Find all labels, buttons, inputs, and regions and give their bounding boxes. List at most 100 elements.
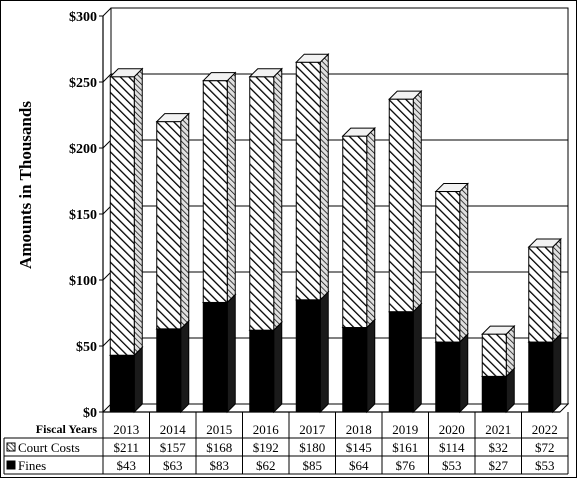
bar-top-face bbox=[388, 90, 423, 100]
table-category-label: 2017 bbox=[299, 422, 326, 437]
legend-series-name: Court Costs bbox=[18, 440, 80, 455]
gridline-diag bbox=[102, 139, 112, 149]
bar-court-costs bbox=[155, 112, 190, 331]
table-category-label: 2018 bbox=[346, 422, 372, 437]
table-value-label: $145 bbox=[346, 440, 372, 455]
table-value-label: $72 bbox=[535, 440, 555, 455]
table-category-label: 2015 bbox=[206, 422, 232, 437]
y-tick-label: $200 bbox=[69, 142, 97, 157]
table-value-label: $85 bbox=[303, 458, 323, 473]
bar-front-face bbox=[295, 299, 321, 413]
bar-front-face bbox=[156, 121, 182, 330]
bar-court-costs bbox=[341, 126, 376, 329]
bar-side-face bbox=[226, 293, 236, 414]
legend-swatch bbox=[6, 460, 16, 470]
table-value-label: $211 bbox=[113, 440, 139, 455]
bar-fines bbox=[341, 318, 376, 414]
bar-court-costs bbox=[248, 67, 283, 332]
bar-side-face bbox=[459, 182, 469, 344]
table-value-label: $63 bbox=[163, 458, 183, 473]
y-tick-label: $150 bbox=[69, 208, 97, 223]
bar-court-costs bbox=[388, 89, 423, 313]
table-value-label: $64 bbox=[349, 458, 369, 473]
table-category-label: 2021 bbox=[485, 422, 511, 437]
bar-fines bbox=[527, 332, 562, 414]
table-category-label: 2020 bbox=[439, 422, 465, 437]
table-category-label: 2019 bbox=[392, 422, 418, 437]
bar-front-face bbox=[109, 354, 135, 413]
bar-top-face bbox=[481, 325, 516, 335]
bar-front-face bbox=[109, 76, 135, 356]
y-tick-label: $100 bbox=[69, 274, 97, 289]
bar-front-face bbox=[202, 301, 228, 413]
bar-side-face bbox=[412, 89, 422, 313]
bars bbox=[109, 52, 562, 414]
bar-fines bbox=[388, 302, 423, 414]
bar-front-face bbox=[202, 80, 228, 303]
table-value-label: $157 bbox=[160, 440, 187, 455]
bar-front-face bbox=[528, 246, 554, 343]
table-value-label: $27 bbox=[489, 458, 509, 473]
bar-top-face bbox=[527, 238, 562, 248]
bar-fines bbox=[202, 293, 237, 414]
bar-front-face bbox=[528, 341, 554, 413]
bar-side-face bbox=[180, 112, 190, 331]
bar-front-face bbox=[249, 76, 275, 331]
table-value-label: $32 bbox=[489, 440, 509, 455]
bar-court-costs bbox=[202, 71, 237, 304]
data-table: Fiscal Years 2013 2014 2015 2016 2017 2018 2019… bbox=[3, 412, 569, 475]
table-value-label: $53 bbox=[442, 458, 462, 473]
bar-front-face bbox=[481, 333, 507, 377]
bar-side-face bbox=[226, 71, 236, 304]
bar-fines bbox=[248, 320, 283, 414]
bar-side-face bbox=[180, 319, 190, 414]
bar-side-face bbox=[366, 126, 376, 329]
y-tick-labels: $0 $50 $100 $150 $200 $250 $300 bbox=[69, 10, 97, 421]
table-value-label: $180 bbox=[299, 440, 325, 455]
bar-top-face bbox=[295, 53, 330, 63]
table-category-label: 2013 bbox=[113, 422, 139, 437]
bar-top-face bbox=[248, 68, 283, 78]
table-value-label: $168 bbox=[206, 440, 232, 455]
bar-side-face bbox=[319, 52, 329, 302]
gridline-diag bbox=[102, 205, 112, 215]
bar-fines bbox=[434, 332, 469, 414]
bar-front-face bbox=[295, 61, 321, 301]
table-value-label: $83 bbox=[210, 458, 230, 473]
table-header: Fiscal Years bbox=[36, 422, 98, 436]
bar-side-face bbox=[133, 67, 143, 357]
table-category-label: 2022 bbox=[532, 422, 558, 437]
bar-front-face bbox=[435, 191, 461, 343]
gridline-diag bbox=[102, 271, 112, 281]
bar-front-face bbox=[342, 135, 368, 329]
bar-side-face bbox=[273, 320, 283, 414]
bar-front-face bbox=[249, 329, 275, 413]
y-tick-label: $250 bbox=[69, 76, 97, 91]
bar-side-face bbox=[459, 332, 469, 414]
bar-front-face bbox=[435, 341, 461, 413]
table-value-label: $76 bbox=[396, 458, 416, 473]
bar-fines bbox=[295, 290, 330, 414]
bar-court-costs bbox=[295, 52, 330, 302]
bar-front-face bbox=[388, 98, 414, 313]
bar-top-face bbox=[202, 72, 237, 82]
bar-side-face bbox=[552, 237, 562, 344]
bar-side-face bbox=[412, 302, 422, 414]
gridline-diag bbox=[102, 73, 112, 83]
bar-front-face bbox=[388, 311, 414, 413]
bar-court-costs bbox=[434, 182, 469, 344]
bar-court-costs bbox=[481, 324, 516, 378]
bar-fines bbox=[155, 319, 190, 414]
bar-front-face bbox=[156, 328, 182, 413]
y-tick-label: $300 bbox=[69, 10, 97, 25]
bar-top-face bbox=[155, 113, 190, 123]
legend-swatch bbox=[6, 442, 16, 452]
table-value-label: $192 bbox=[253, 440, 279, 455]
bar-top-face bbox=[341, 127, 376, 137]
bar-side-face bbox=[552, 332, 562, 414]
gridline-diag bbox=[102, 7, 112, 17]
table-value-label: $53 bbox=[535, 458, 555, 473]
bar-front-face bbox=[342, 327, 368, 413]
y-tick-label: $0 bbox=[83, 406, 97, 421]
